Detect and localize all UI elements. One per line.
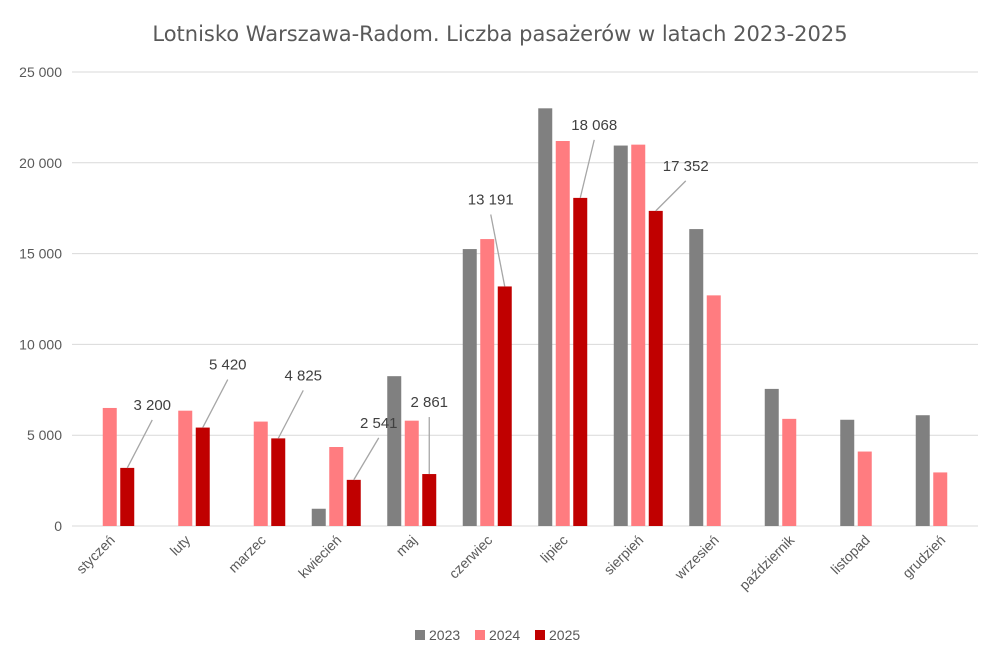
bar-2023-lipiec [538, 108, 553, 526]
x-tick-label: lipiec [537, 532, 571, 566]
bar-2023-październik [764, 388, 779, 526]
bar-2024-styczeń [102, 407, 117, 526]
legend-swatch-2024 [475, 630, 485, 640]
data-label-leader [655, 180, 687, 212]
legend-swatch-2023 [415, 630, 425, 640]
data-label: 5 420 [209, 357, 247, 374]
data-label: 2 861 [410, 394, 448, 411]
x-tick-label: listopad [827, 532, 872, 577]
x-tick-label: styczeń [73, 532, 118, 577]
bar-2024-listopad [857, 451, 872, 526]
bar-2025-styczeń [120, 467, 135, 526]
data-label-leader [353, 437, 380, 481]
bar-2024-kwiecień [329, 447, 344, 526]
y-tick-label: 25 000 [19, 64, 62, 80]
y-tick-label: 0 [54, 518, 62, 534]
x-tick-label: czerwiec [446, 532, 496, 582]
data-label-leader [277, 390, 304, 439]
legend-label-2025: 2025 [549, 627, 580, 643]
bar-2024-lipiec [555, 141, 570, 526]
bar-2023-kwiecień [311, 508, 326, 526]
data-label: 2 541 [360, 415, 398, 432]
y-tick-label: 5 000 [27, 427, 62, 443]
bar-2023-grudzień [915, 415, 930, 526]
y-tick-label: 15 000 [19, 246, 62, 262]
bar-2023-listopad [840, 419, 855, 526]
bar-2025-czerwiec [497, 286, 512, 526]
bar-2023-sierpień [613, 145, 628, 526]
data-label-leader [126, 419, 153, 469]
x-tick-label: grudzień [899, 532, 948, 581]
bar-2024-marzec [253, 421, 268, 526]
x-tick-label: wrzesień [671, 532, 722, 583]
bar-2024-maj [404, 420, 419, 526]
legend-swatch-2025 [535, 630, 545, 640]
bar-2024-wrzesień [706, 295, 721, 526]
bar-2024-luty [178, 410, 193, 526]
y-tick-label: 20 000 [19, 155, 62, 171]
bar-2023-maj [387, 376, 402, 526]
bar-2024-czerwiec [480, 239, 495, 526]
bar-2025-sierpień [648, 210, 663, 526]
data-label-leader [579, 139, 595, 199]
chart-title: Lotnisko Warszawa-Radom. Liczba pasażeró… [152, 22, 847, 46]
bar-2025-marzec [271, 438, 286, 526]
x-tick-label: maj [393, 532, 420, 559]
data-label: 17 352 [663, 158, 709, 175]
x-tick-label: marzec [225, 532, 269, 576]
bar-2024-październik [782, 418, 797, 526]
data-label: 3 200 [133, 397, 171, 414]
x-tick-label: kwiecień [295, 532, 344, 581]
y-tick-label: 10 000 [19, 336, 62, 352]
legend-label-2024: 2024 [489, 627, 520, 643]
data-label-leader [202, 379, 229, 428]
data-label: 18 068 [571, 117, 617, 134]
data-label: 4 825 [284, 367, 322, 384]
bar-2023-czerwiec [462, 249, 477, 526]
x-tick-label: sierpień [600, 532, 646, 578]
legend-label-2023: 2023 [429, 627, 460, 643]
bar-2025-kwiecień [346, 479, 361, 526]
data-label: 13 191 [468, 191, 514, 208]
x-tick-label: październik [736, 531, 798, 593]
bar-2025-lipiec [573, 197, 588, 526]
bar-2024-grudzień [933, 472, 948, 526]
bar-2025-maj [422, 474, 437, 526]
data-label-leader [490, 214, 506, 287]
bar-2024-sierpień [631, 144, 646, 526]
bar-2023-wrzesień [689, 229, 704, 527]
bar-2025-luty [195, 427, 210, 526]
x-tick-label: luty [167, 532, 194, 559]
